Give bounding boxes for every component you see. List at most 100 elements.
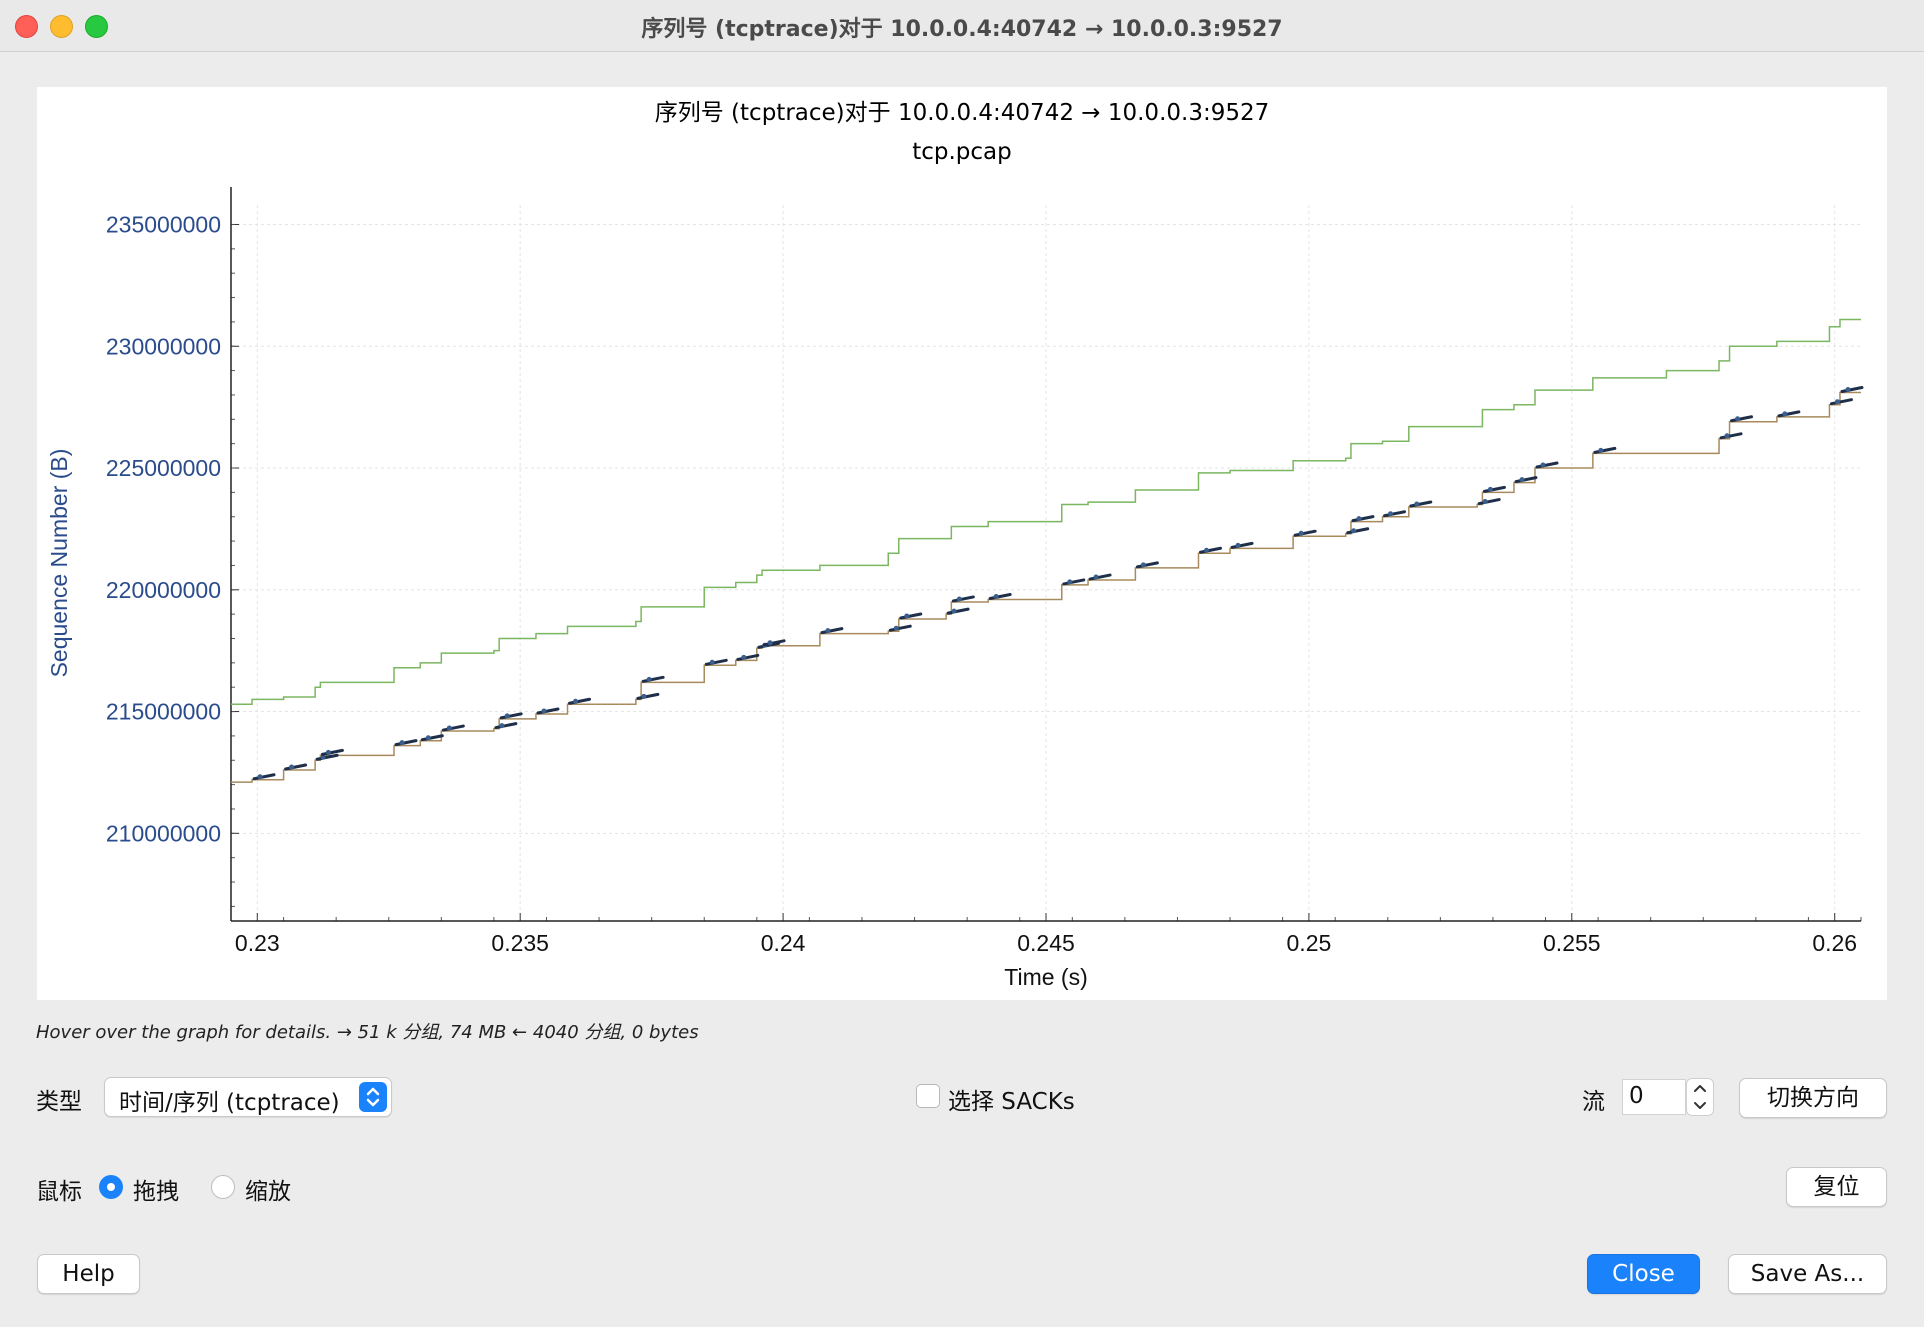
graph-subtitle: tcp.pcap: [912, 139, 1012, 165]
x-tick-label: 0.23: [235, 930, 280, 956]
sequence-segment-mark: [704, 658, 728, 666]
sequence-point: [1414, 501, 1420, 507]
sequence-segment-mark: [636, 692, 660, 700]
sequence-segment-mark: [1535, 461, 1559, 469]
mouse-zoom-radio[interactable]: [211, 1175, 235, 1199]
sequence-point: [1735, 416, 1741, 422]
y-tick-label: 215000000: [106, 699, 221, 725]
sequence-segment-mark: [820, 627, 844, 635]
graph-type-select[interactable]: 时间/序列 (tcptrace): [104, 1077, 392, 1117]
sequence-segment-mark: [499, 712, 523, 720]
sequence-segment-mark: [494, 722, 518, 730]
x-tick-label: 0.25: [1287, 930, 1332, 956]
sequence-point: [1487, 486, 1493, 492]
sequence-segment-mark: [762, 639, 786, 647]
save-as-button[interactable]: Save As...: [1728, 1254, 1887, 1294]
sequence-segment-mark: [888, 624, 912, 632]
sequence-segment-mark: [1351, 515, 1375, 523]
sequence-point: [541, 708, 547, 714]
y-tick-label: 235000000: [106, 211, 221, 237]
stream-number-input[interactable]: 0: [1622, 1079, 1686, 1115]
window-minimize-button[interactable]: [50, 15, 73, 38]
sequence-point: [320, 754, 326, 760]
x-tick-label: 0.245: [1017, 930, 1075, 956]
sequence-segment-mark: [1062, 578, 1086, 586]
sequence-segment-mark: [1730, 415, 1754, 423]
x-axis-label: Time (s): [1004, 964, 1087, 990]
window-close-button[interactable]: [15, 15, 38, 38]
mouse-drag-radio[interactable]: [99, 1175, 123, 1199]
sequence-point: [1140, 562, 1146, 568]
x-tick-label: 0.24: [761, 930, 806, 956]
sequence-point: [1724, 433, 1730, 439]
sequence-point: [1203, 547, 1209, 553]
sequence-point: [1782, 411, 1788, 417]
sequence-point: [289, 764, 295, 770]
sequence-segment-mark: [1135, 561, 1159, 569]
sequence-point: [956, 596, 962, 602]
sequence-segment-mark: [1514, 476, 1538, 484]
sequence-point: [504, 713, 510, 719]
mouse-label: 鼠标: [36, 1179, 82, 1205]
sequence-point: [425, 735, 431, 741]
switch-direction-button[interactable]: 切换方向: [1739, 1078, 1887, 1118]
stepper-arrows-icon: [1694, 1085, 1706, 1109]
sequence-segment-mark: [252, 773, 276, 781]
type-label: 类型: [36, 1089, 82, 1115]
x-tick-label: 0.235: [491, 930, 549, 956]
sequence-point: [1540, 462, 1546, 468]
sequence-point: [951, 608, 957, 614]
y-tick-label: 220000000: [106, 577, 221, 603]
sequence-segment-mark: [1409, 500, 1433, 508]
sequence-segment-mark: [946, 607, 970, 615]
sequence-segment-mark: [1593, 446, 1617, 454]
graph-panel[interactable]: 序列号 (tcptrace)对于 10.0.0.4:40742 → 10.0.0…: [37, 87, 1887, 1000]
stream-number-value: 0: [1629, 1083, 1644, 1109]
sequence-segment-mark: [1829, 398, 1853, 406]
sequence-segment-mark: [1088, 573, 1112, 581]
sequence-segment-mark: [1346, 527, 1370, 535]
graph-title: 序列号 (tcptrace)对于 10.0.0.4:40742 → 10.0.0…: [654, 100, 1270, 126]
stream-stepper[interactable]: [1686, 1078, 1714, 1116]
sequence-segment-mark: [1840, 386, 1864, 394]
title-bar: 序列号 (tcptrace)对于 10.0.0.4:40742 → 10.0.0…: [0, 0, 1924, 52]
sequence-point: [257, 774, 263, 780]
close-button[interactable]: Close: [1587, 1254, 1700, 1294]
y-tick-label: 230000000: [106, 333, 221, 359]
sequence-chart[interactable]: 235000000 230000000 225000000 220000000 2150…: [37, 87, 1887, 1000]
sequence-point: [1093, 574, 1099, 580]
sequence-segment-mark: [315, 753, 339, 761]
sequence-point: [325, 749, 331, 755]
window-zoom-button[interactable]: [85, 15, 108, 38]
sequence-segment-mark: [736, 653, 760, 661]
sequence-point: [1351, 528, 1357, 534]
y-axis-label: Sequence Number (B): [46, 449, 72, 678]
sequence-point: [1845, 387, 1851, 393]
stream-label: 流: [1582, 1089, 1605, 1115]
mouse-drag-label[interactable]: 拖拽: [133, 1179, 179, 1205]
select-sacks-label[interactable]: 选择 SACKs: [948, 1089, 1075, 1115]
sequence-point: [893, 625, 899, 631]
sequence-segment-mark: [1719, 432, 1743, 440]
sequence-point: [904, 613, 910, 619]
sequence-point: [1834, 399, 1840, 405]
sequence-segment-mark: [394, 739, 418, 747]
sequence-segment-mark: [1482, 485, 1506, 493]
reset-button[interactable]: 复位: [1786, 1167, 1887, 1207]
sequence-segment-mark: [1777, 410, 1801, 418]
sequence-point: [1067, 579, 1073, 585]
sequence-segment-mark: [536, 707, 560, 715]
sequence-point: [825, 628, 831, 634]
sequence-point: [1482, 499, 1488, 505]
help-button[interactable]: Help: [37, 1254, 140, 1294]
sequence-segment-mark: [1198, 546, 1222, 554]
select-sacks-checkbox[interactable]: [916, 1084, 940, 1108]
sequence-segment-mark: [988, 593, 1012, 601]
mouse-zoom-label[interactable]: 缩放: [245, 1179, 291, 1205]
window-series-line: [231, 318, 1861, 706]
ack-series-line: [231, 391, 1861, 783]
sequence-point: [1298, 530, 1304, 536]
sequence-point: [1356, 516, 1362, 522]
sequence-point: [573, 698, 579, 704]
sequence-point: [499, 723, 505, 729]
